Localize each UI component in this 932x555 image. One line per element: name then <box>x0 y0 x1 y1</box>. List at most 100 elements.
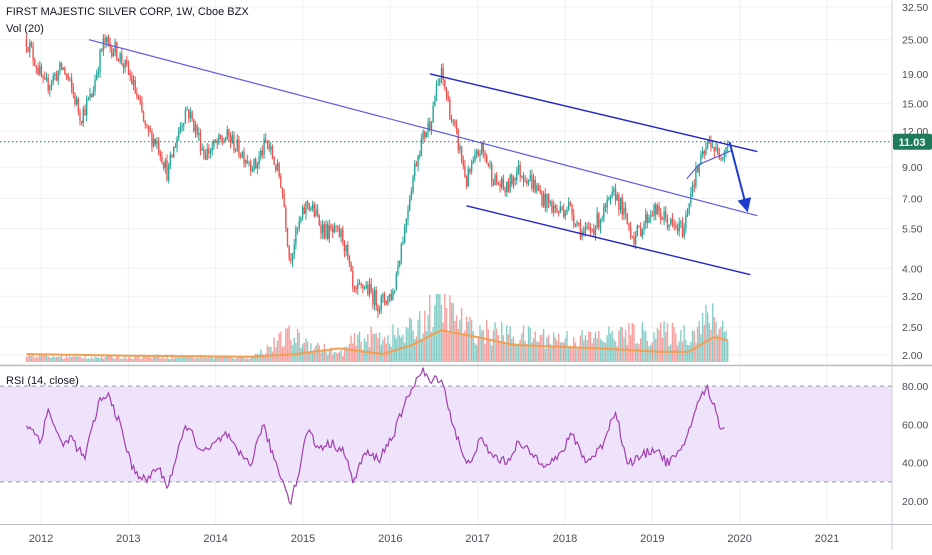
volume-bar <box>199 354 202 362</box>
candle-body <box>107 37 110 43</box>
volume-bar <box>599 338 602 362</box>
time-axis-tick-label: 2017 <box>465 533 489 545</box>
candle-body <box>75 98 78 104</box>
volume-bar <box>352 343 354 362</box>
candle-body <box>116 42 118 60</box>
volume-bar <box>152 356 155 362</box>
candle-body <box>686 213 689 216</box>
candle-body <box>424 131 426 138</box>
candle-body <box>263 139 265 155</box>
volume-bar <box>40 354 43 362</box>
rsi-label: RSI (14, close) <box>6 375 79 387</box>
volume-bar <box>705 304 707 362</box>
candle-body <box>64 67 66 74</box>
candle-body <box>673 223 675 226</box>
volume-bar <box>492 330 495 362</box>
candle-body <box>502 178 505 188</box>
candle-body <box>377 306 379 312</box>
volume-bar <box>507 334 510 362</box>
candle-body <box>397 265 399 274</box>
volume-bar <box>54 357 56 362</box>
volume-bar <box>619 327 622 362</box>
candle-body <box>611 191 613 195</box>
candle-body <box>283 193 285 208</box>
volume-bar <box>201 357 203 362</box>
candle-body <box>589 227 592 230</box>
candle-body <box>420 138 423 156</box>
candle-body <box>474 154 476 161</box>
price-axis-tick-label: 4.00 <box>902 263 923 275</box>
volume-bar <box>633 324 635 362</box>
candle-body <box>683 228 685 237</box>
volume-bar <box>92 359 95 362</box>
volume-bar <box>270 346 272 362</box>
volume-bar <box>228 357 230 362</box>
volume-label: Vol (20) <box>6 23 44 35</box>
candle-body <box>280 176 282 188</box>
candle-body <box>681 222 684 237</box>
candle-body <box>382 294 384 298</box>
candle-body <box>305 202 307 214</box>
candle-body <box>599 219 602 228</box>
volume-bar <box>432 327 434 362</box>
candle-body <box>551 201 553 213</box>
candle-body <box>631 236 633 238</box>
candle-body <box>559 206 562 213</box>
volume-bar <box>127 357 130 362</box>
candle-body <box>124 59 126 68</box>
volume-bar <box>660 322 662 362</box>
volume-bar <box>300 347 302 362</box>
volume-bar <box>449 295 451 362</box>
volume-bar <box>72 356 74 362</box>
volume-bar <box>393 335 396 362</box>
volume-bar <box>335 352 337 362</box>
candle-body <box>223 141 225 143</box>
volume-bar <box>37 357 39 362</box>
candle-body <box>417 155 419 167</box>
volume-bar <box>251 355 254 362</box>
candle-body <box>357 284 359 289</box>
candle-body <box>69 78 71 80</box>
candle-body <box>196 125 198 135</box>
price-axis-tick-label: 2.50 <box>902 322 923 334</box>
volume-bar <box>686 345 689 362</box>
candle-body <box>650 215 652 218</box>
volume-bar <box>554 337 557 362</box>
volume-bar <box>216 357 218 362</box>
volume-bar <box>184 357 187 362</box>
candle-body <box>434 100 436 106</box>
candle-body <box>350 263 352 272</box>
volume-bar <box>470 319 473 362</box>
volume-bar <box>162 358 165 362</box>
candle-body <box>480 142 483 154</box>
candle-body <box>211 146 213 151</box>
volume-bar <box>27 355 29 362</box>
volume-bar <box>326 355 329 362</box>
volume-bar <box>532 338 535 362</box>
volume-bar <box>119 358 121 362</box>
candle-body <box>616 194 618 201</box>
volume-bar <box>489 340 491 362</box>
candle-body <box>39 66 41 75</box>
candle-body <box>544 193 546 208</box>
volume-bar <box>487 329 490 362</box>
volume-bar <box>636 343 639 362</box>
candle-body <box>111 46 113 57</box>
volume-bar <box>427 315 429 362</box>
volume-bar <box>77 356 79 362</box>
volume-bar <box>557 333 560 362</box>
volume-bar <box>593 337 595 362</box>
candle-body <box>641 229 644 237</box>
volume-bar <box>586 340 588 362</box>
volume-bar <box>90 357 93 362</box>
volume-bar <box>578 347 580 362</box>
volume-bar <box>171 354 173 362</box>
candle-body <box>593 229 595 235</box>
trendline-channel-top <box>429 73 758 153</box>
candle-body <box>566 209 568 213</box>
volume-bar <box>290 339 292 362</box>
volume-bar <box>581 330 583 362</box>
volume-bar <box>191 354 193 362</box>
rsi-axis-tick-label: 80.00 <box>902 381 928 393</box>
